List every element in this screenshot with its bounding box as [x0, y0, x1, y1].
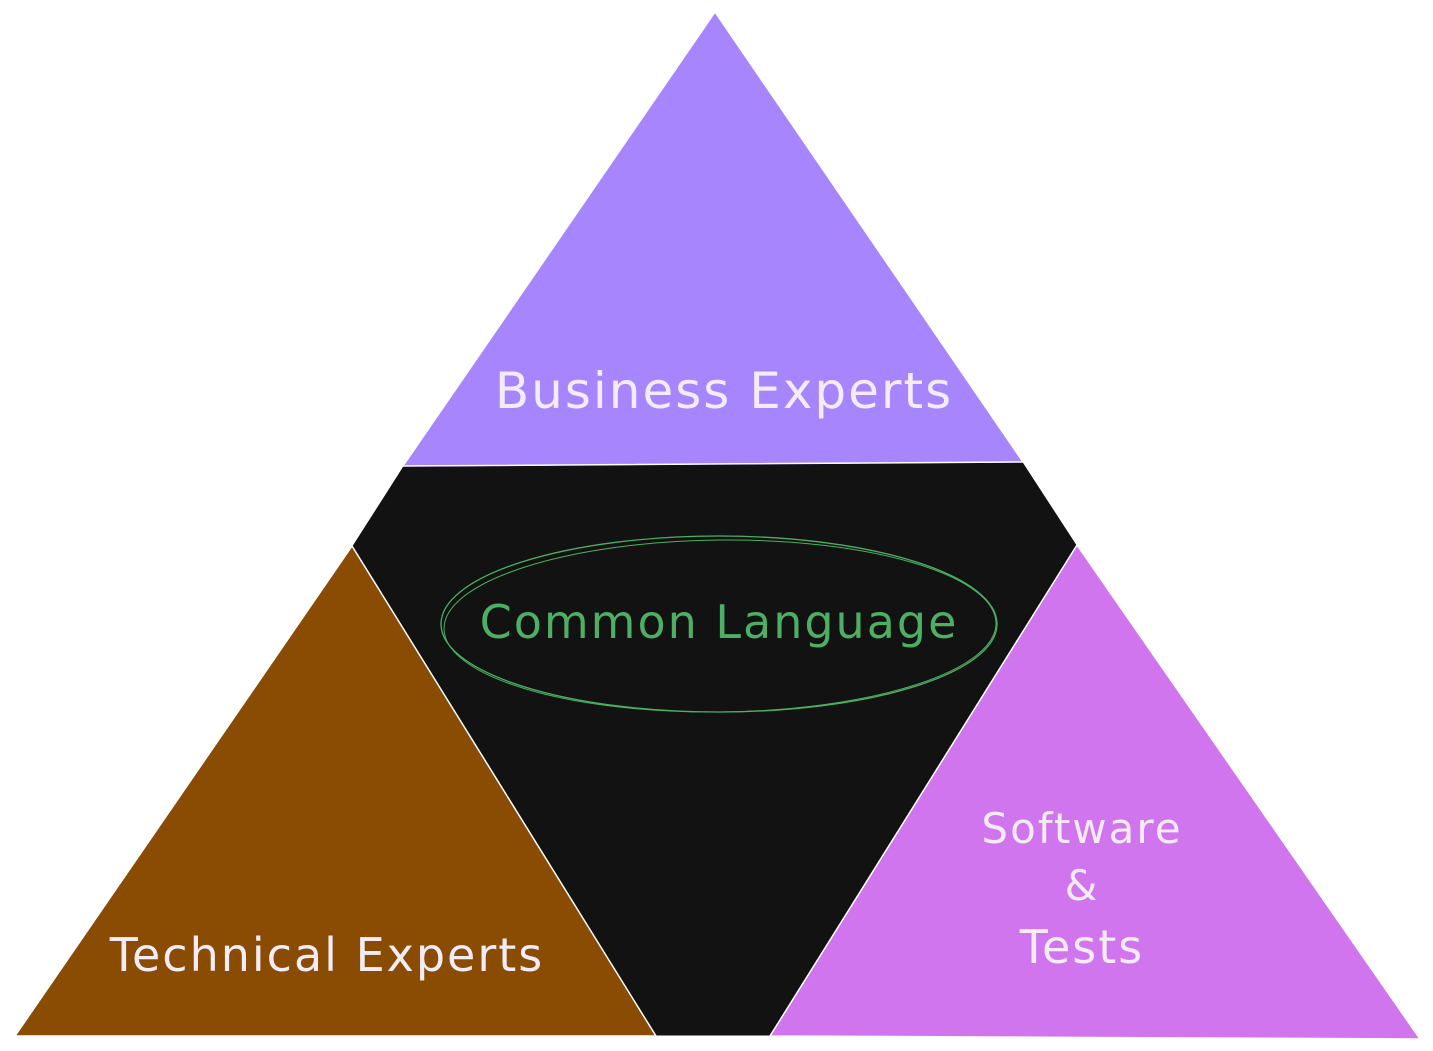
- tests-label: Tests: [1019, 920, 1145, 974]
- technical-experts-triangle: [13, 544, 658, 1037]
- common-language-label: Common Language: [480, 595, 959, 649]
- common-language-ellipse-sketch: [443, 539, 997, 713]
- technical-experts-label: Technical Experts: [109, 928, 545, 982]
- software-label: Software: [981, 804, 1182, 853]
- business-experts-label: Business Experts: [495, 362, 953, 420]
- business-experts-triangle: [401, 10, 1025, 467]
- ampersand-label: &: [1065, 861, 1100, 910]
- software-tests-triangle: [768, 543, 1422, 1040]
